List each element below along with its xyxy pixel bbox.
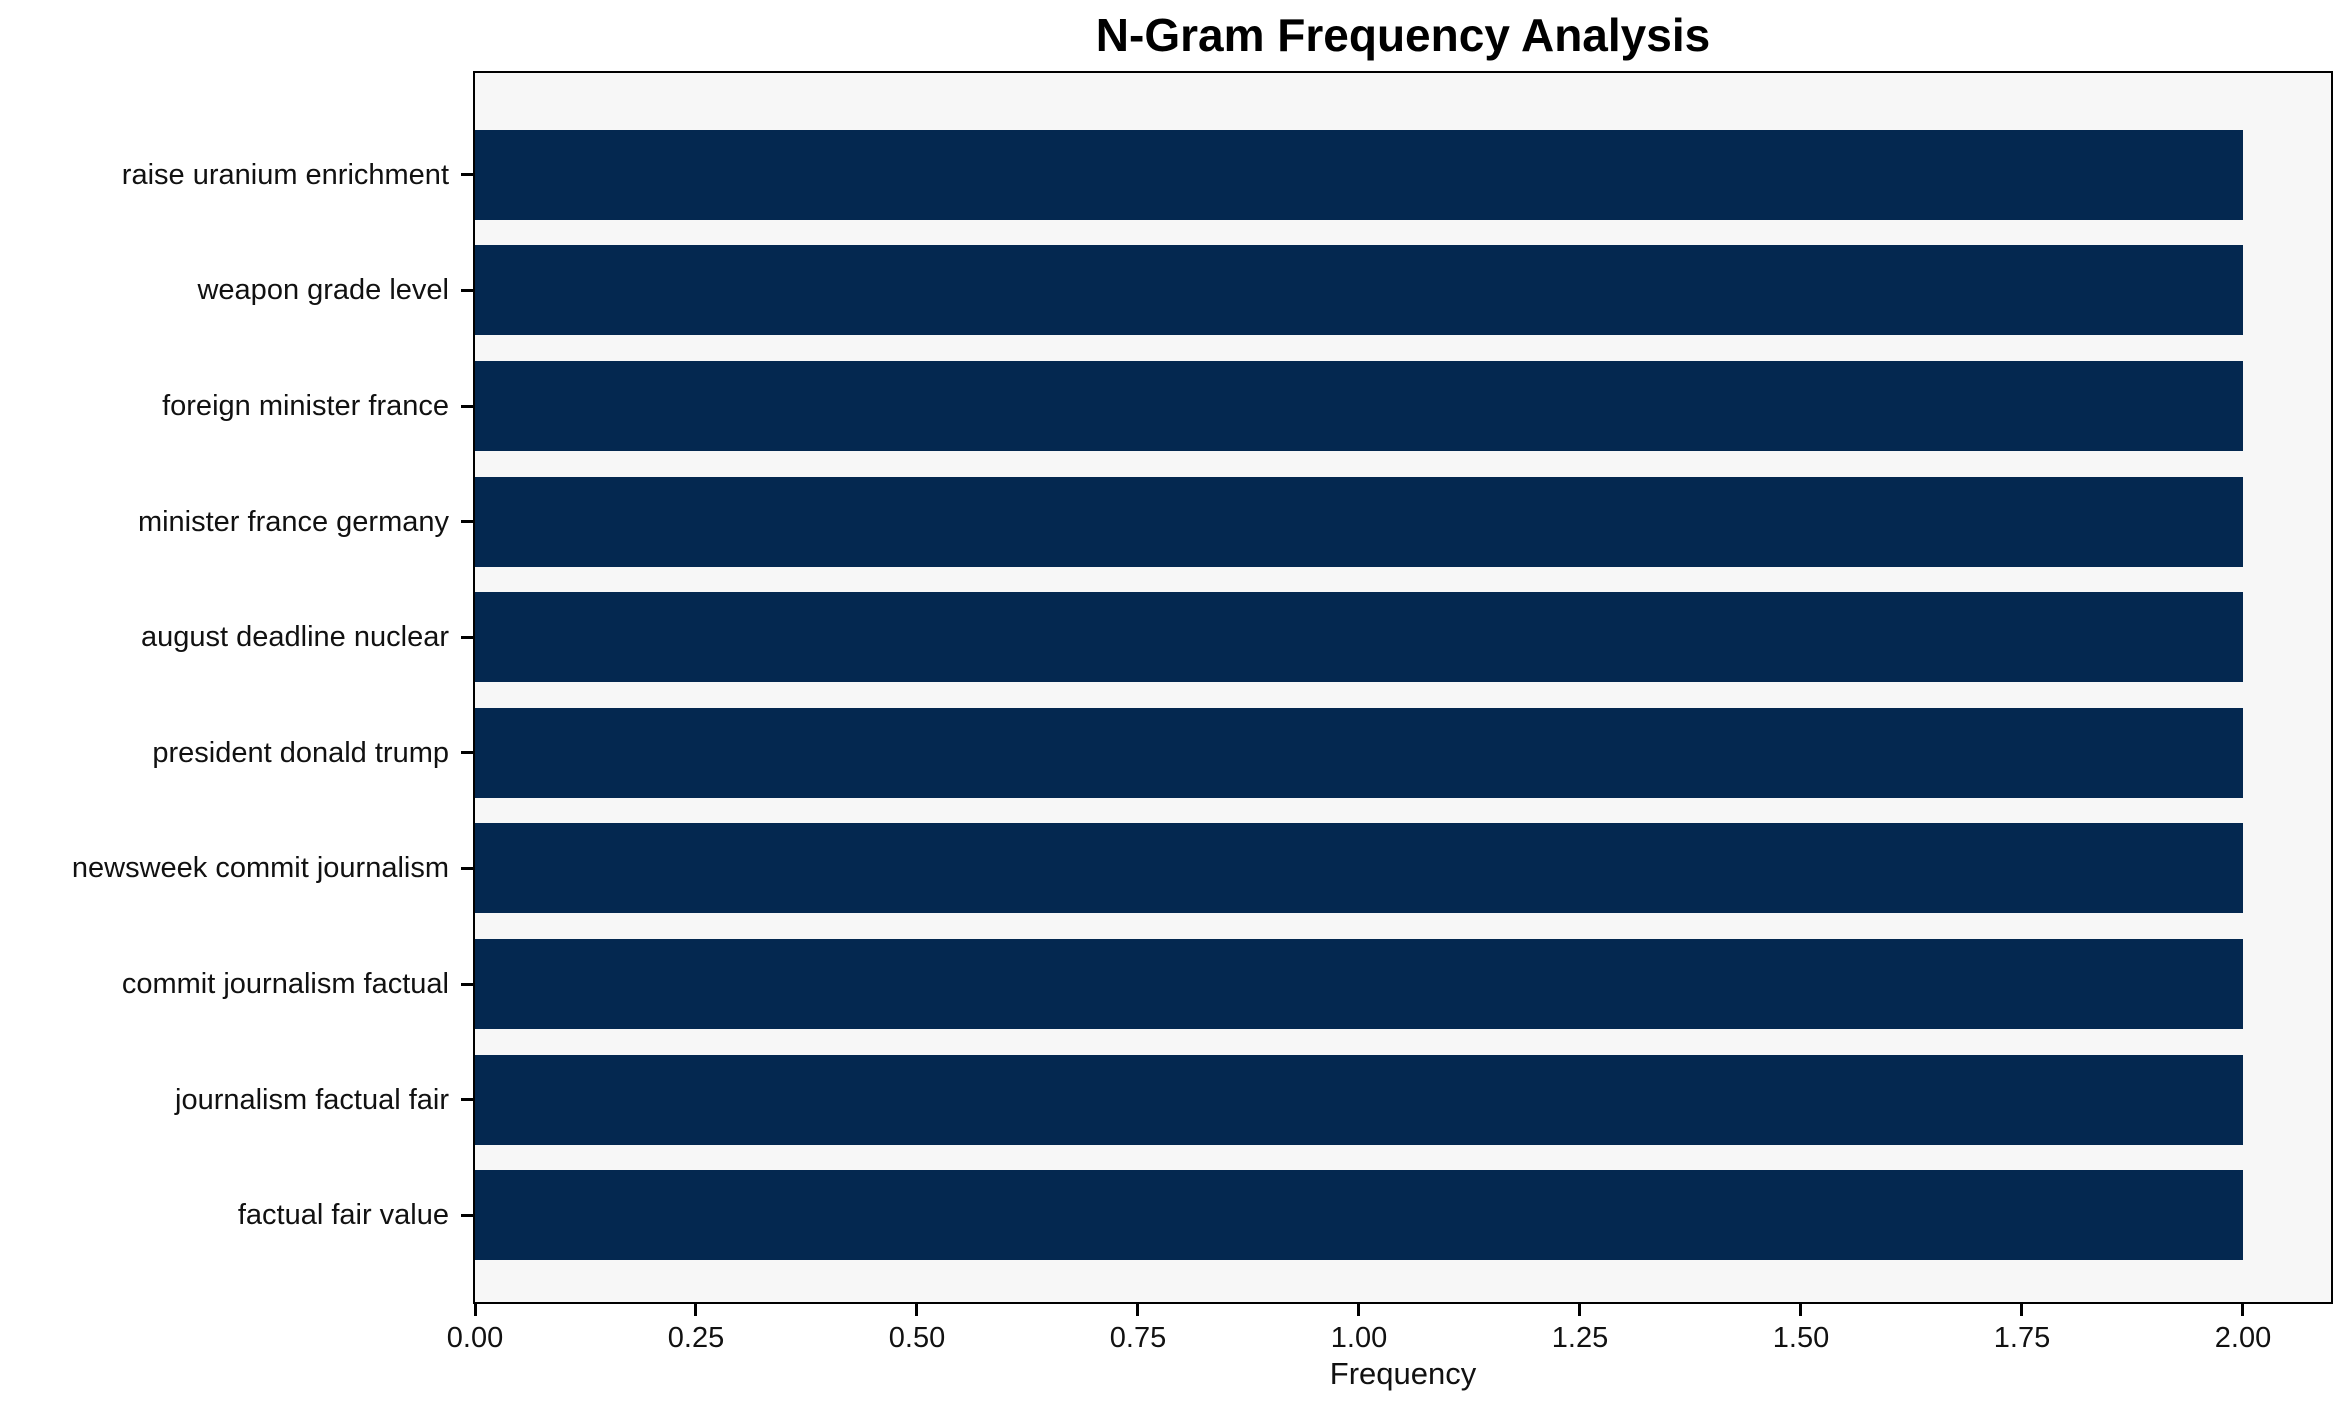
y-tick-mark xyxy=(461,751,473,754)
y-tick-mark xyxy=(461,983,473,986)
y-tick-mark xyxy=(461,1214,473,1217)
x-tick-label: 0.75 xyxy=(1109,1322,1167,1354)
x-tick-label: 1.00 xyxy=(1330,1322,1388,1354)
x-tick-label: 1.75 xyxy=(1993,1322,2051,1354)
y-tick-label: journalism factual fair xyxy=(175,1084,449,1116)
bar xyxy=(475,130,2243,220)
x-tick-mark xyxy=(474,1304,477,1316)
bar xyxy=(475,939,2243,1029)
x-tick-mark xyxy=(915,1304,918,1316)
bar xyxy=(475,708,2243,798)
y-tick-label: weapon grade level xyxy=(197,274,449,306)
y-tick-label: minister france germany xyxy=(137,506,449,538)
y-tick-mark xyxy=(461,1098,473,1101)
x-axis-title: Frequency xyxy=(1329,1356,1477,1391)
chart-title: N-Gram Frequency Analysis xyxy=(1095,9,1711,61)
x-tick-label: 0.50 xyxy=(888,1322,946,1354)
x-tick-label: 0.00 xyxy=(446,1322,504,1354)
y-tick-label: raise uranium enrichment xyxy=(121,159,449,191)
y-tick-mark xyxy=(461,520,473,523)
x-tick-label: 1.25 xyxy=(1551,1322,1609,1354)
x-tick-mark xyxy=(1799,1304,1802,1316)
y-tick-mark xyxy=(461,289,473,292)
x-tick-label: 2.00 xyxy=(2214,1322,2272,1354)
y-tick-label: foreign minister france xyxy=(162,390,449,422)
y-tick-mark xyxy=(461,636,473,639)
bar xyxy=(475,361,2243,451)
bar xyxy=(475,1170,2243,1260)
x-tick-mark xyxy=(1357,1304,1360,1316)
x-tick-mark xyxy=(694,1304,697,1316)
bar xyxy=(475,1055,2243,1145)
y-tick-label: newsweek commit journalism xyxy=(71,852,449,884)
y-tick-mark xyxy=(461,173,473,176)
plot-area xyxy=(473,71,2333,1304)
y-tick-label: august deadline nuclear xyxy=(141,621,449,653)
x-tick-label: 0.25 xyxy=(667,1322,725,1354)
x-tick-mark xyxy=(2020,1304,2023,1316)
bar xyxy=(475,823,2243,913)
x-tick-mark xyxy=(1578,1304,1581,1316)
y-tick-label: factual fair value xyxy=(237,1199,449,1231)
bar xyxy=(475,477,2243,567)
bar xyxy=(475,592,2243,682)
x-tick-mark xyxy=(2241,1304,2244,1316)
y-tick-label: commit journalism factual xyxy=(121,968,449,1000)
x-tick-mark xyxy=(1136,1304,1139,1316)
x-tick-label: 1.50 xyxy=(1772,1322,1830,1354)
y-tick-label: president donald trump xyxy=(152,737,449,769)
y-tick-mark xyxy=(461,405,473,408)
bar xyxy=(475,245,2243,335)
y-tick-mark xyxy=(461,867,473,870)
